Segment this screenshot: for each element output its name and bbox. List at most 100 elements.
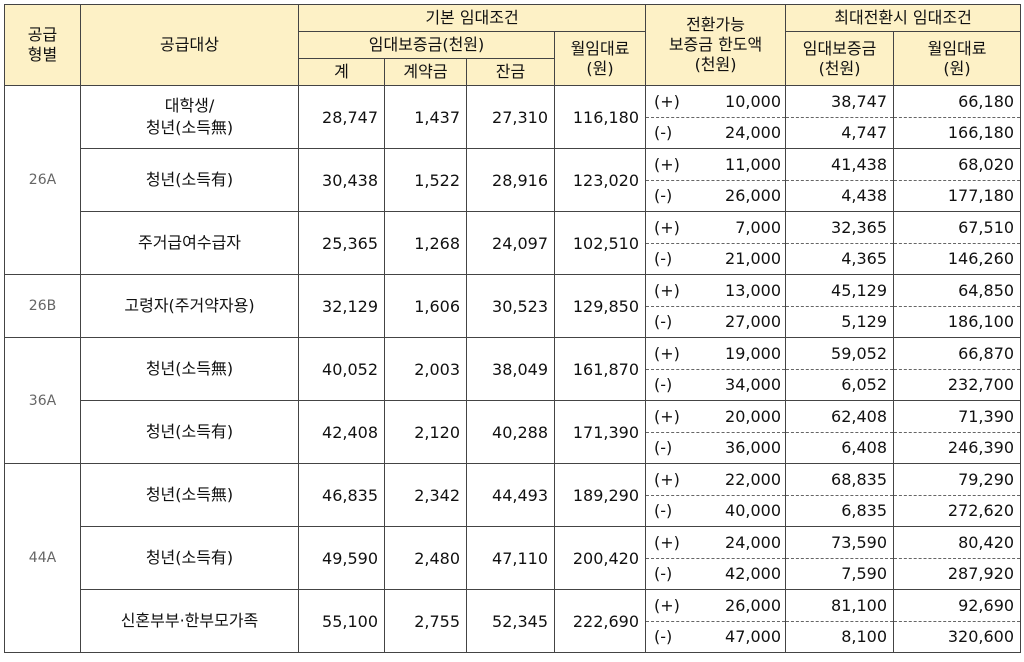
header-text: (원) — [586, 58, 614, 78]
target-cell: 고령자(주거약자용) — [80, 274, 299, 338]
value-cell: 47,110 — [466, 526, 555, 590]
rent-table: 공급 형별 공급대상 기본 임대조건 전환가능 보증금 한도액 (천원) 최대전환시 … — [4, 4, 1022, 653]
value-cell: 27,310 — [466, 85, 555, 149]
sign: (-) — [654, 501, 673, 521]
value-cell: 189,290 — [553, 463, 647, 527]
limit: 13,000 — [725, 280, 782, 300]
value-cell: 1,437 — [384, 85, 467, 149]
max-rent-cell: 67,510 — [893, 211, 1022, 244]
target-line: 신혼부부·한부모가족 — [120, 611, 259, 630]
limit-wrap: (+) 22,000 — [647, 469, 785, 489]
max-deposit-cell: 8,100 — [785, 620, 895, 653]
limit-wrap: (-) 42,000 — [647, 564, 785, 584]
limit-cell: (+) 11,000 — [645, 148, 787, 181]
limit-cell: (+) 26,000 — [645, 589, 787, 622]
value-cell: 55,100 — [298, 589, 385, 653]
limit: 10,000 — [725, 91, 782, 111]
value-cell: 102,510 — [553, 211, 647, 275]
limit-wrap: (-) 36,000 — [647, 438, 785, 458]
header-text: (천원) — [694, 55, 737, 74]
table-row: 신혼부부·한부모가족 55,100 2,755 52,345 222,690 (+) 26,… — [5, 589, 1022, 653]
limit: 47,000 — [725, 627, 782, 647]
limit: 7,000 — [735, 217, 782, 237]
value-cell: 52,345 — [466, 589, 555, 653]
sign: (-) — [654, 186, 673, 206]
table-row: (-) 21,000 4,365 146,260 — [5, 242, 1022, 275]
sign: (-) — [654, 438, 673, 458]
header-cell: 계약금 — [384, 58, 467, 86]
sign: (+) — [654, 595, 680, 615]
limit-wrap: (-) 26,000 — [647, 186, 785, 206]
header-text: 보증금 한도액 — [668, 35, 763, 54]
table-row: 주거급여수급자 25,365 1,268 24,097 102,510 (+) 7,000 3… — [5, 211, 1022, 275]
target-line: 고령자(주거약자용) — [124, 296, 255, 315]
value-cell: 32,129 — [298, 274, 385, 338]
header-text: 월임대료 — [570, 38, 630, 58]
target-cell: 대학생/청년(소득無) — [80, 85, 299, 149]
header-cell: 최대전환시 임대조건 — [785, 4, 1022, 32]
limit-cell: (-) 34,000 — [645, 368, 787, 401]
max-rent-cell: 71,390 — [893, 400, 1022, 433]
value-cell: 38,049 — [466, 337, 555, 401]
limit: 42,000 — [725, 564, 782, 584]
max-deposit-cell: 81,100 — [785, 589, 895, 622]
value-cell: 2,003 — [384, 337, 467, 401]
sign: (-) — [654, 249, 673, 269]
limit-cell: (+) 13,000 — [645, 274, 787, 307]
type-cell: 36A — [4, 337, 81, 464]
limit-wrap: (+) 24,000 — [647, 533, 785, 552]
value-cell: 2,342 — [384, 463, 467, 527]
limit-wrap: (+) 19,000 — [647, 343, 785, 363]
limit: 26,000 — [725, 595, 782, 615]
sign: (+) — [654, 343, 680, 363]
limit-wrap: (-) 47,000 — [647, 627, 785, 647]
value-cell: 1,522 — [384, 148, 467, 212]
table-row: 26A 대학생/청년(소득無) 28,747 1,437 27,310 116,180 (+… — [4, 85, 1022, 275]
type-cell: 26A — [4, 85, 81, 275]
max-rent-cell: 66,870 — [893, 337, 1022, 370]
value-cell: 28,916 — [466, 148, 555, 212]
header-cell: 임대보증금(천원) — [785, 31, 895, 86]
sign: (-) — [654, 564, 673, 584]
table-body: 26A 대학생/청년(소득無) 28,747 1,437 27,310 116,180 (+… — [4, 85, 1022, 653]
max-rent-cell: 92,690 — [893, 589, 1022, 622]
limit-cell: (-) 21,000 — [645, 242, 787, 275]
max-deposit-cell: 4,438 — [785, 179, 895, 212]
max-deposit-cell: 6,835 — [785, 494, 895, 527]
limit-wrap: (-) 24,000 — [647, 123, 785, 142]
limit: 22,000 — [725, 469, 782, 489]
header-cell: 월임대료 (원) — [893, 31, 1022, 86]
value-cell: 44,493 — [466, 463, 555, 527]
target-line: 청년(소득有) — [145, 422, 234, 441]
max-rent-cell: 232,700 — [893, 368, 1022, 401]
header-cell: 전환가능 보증금 한도액 (천원) — [645, 4, 787, 86]
max-rent-cell: 177,180 — [893, 179, 1022, 212]
max-rent-cell: 66,180 — [893, 85, 1022, 118]
limit-wrap: (-) 40,000 — [647, 501, 785, 521]
target-line: 주거급여수급자 — [137, 233, 242, 252]
max-rent-cell: 186,100 — [893, 305, 1022, 338]
sign: (+) — [654, 217, 680, 237]
limit-wrap: (-) 34,000 — [647, 375, 785, 394]
limit: 36,000 — [725, 438, 782, 458]
header-text: (천원) — [818, 58, 861, 78]
limit: 27,000 — [725, 312, 782, 332]
table-row: (-) 24,000 4,747 166,180 — [5, 116, 1022, 149]
table-row: 36A 청년(소득無) 40,052 2,003 38,049 161,870 (+) 19,… — [4, 337, 1022, 464]
sign: (-) — [654, 312, 673, 332]
value-cell: 30,438 — [298, 148, 385, 212]
type-cell: 44A — [4, 463, 81, 653]
max-deposit-cell: 7,590 — [785, 557, 895, 590]
value-cell: 42,408 — [298, 400, 385, 464]
value-cell: 2,480 — [384, 526, 467, 590]
limit-wrap: (+) 11,000 — [647, 155, 785, 174]
max-rent-cell: 272,620 — [893, 494, 1022, 527]
target-cell: 청년(소득有) — [80, 526, 299, 590]
value-cell: 200,420 — [553, 526, 647, 590]
table-row: (-) 47,000 8,100 320,600 — [5, 620, 1022, 653]
value-cell: 123,020 — [553, 148, 647, 212]
type-cell: 26B — [4, 274, 81, 338]
header-text: 월임대료 — [927, 38, 987, 58]
max-deposit-cell: 4,365 — [785, 242, 895, 275]
